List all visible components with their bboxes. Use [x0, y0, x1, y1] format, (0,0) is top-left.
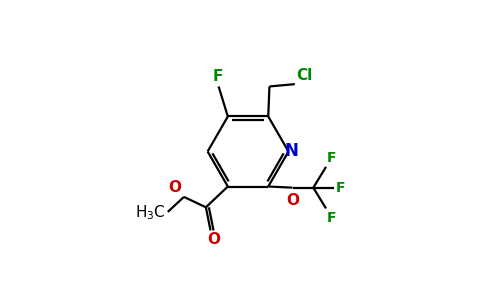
Text: F: F: [327, 211, 337, 225]
Text: O: O: [168, 180, 182, 195]
Text: Cl: Cl: [296, 68, 312, 83]
Text: O: O: [286, 194, 299, 208]
Text: F: F: [212, 69, 223, 84]
Text: H$_3$C: H$_3$C: [135, 204, 166, 222]
Text: F: F: [335, 181, 345, 195]
Text: O: O: [208, 232, 221, 247]
Text: N: N: [284, 142, 298, 160]
Text: F: F: [327, 151, 337, 165]
